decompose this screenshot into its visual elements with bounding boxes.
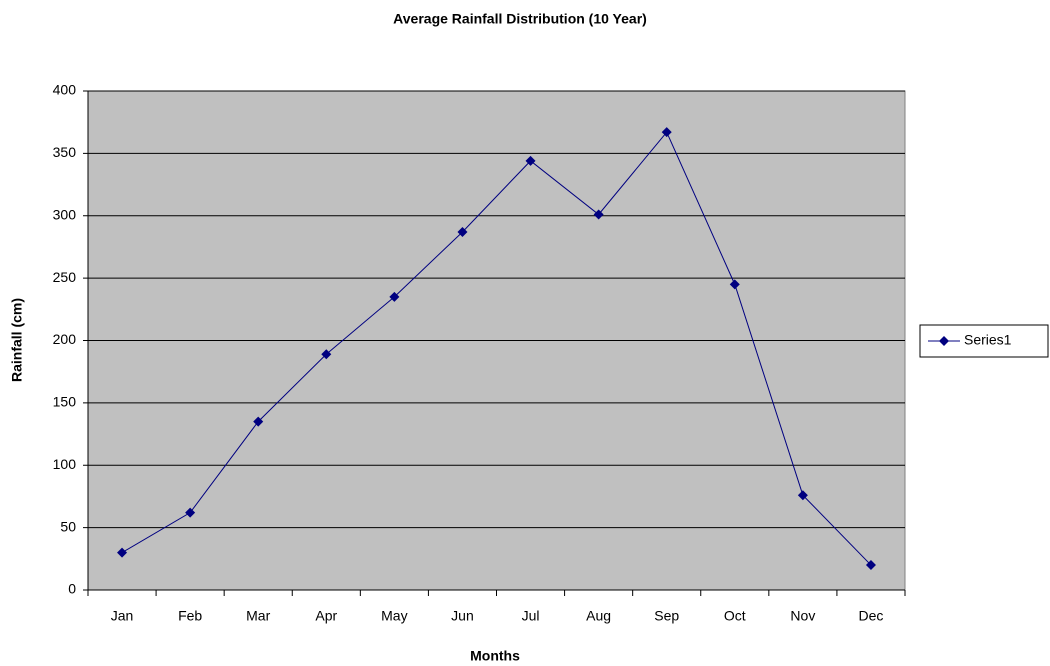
x-tick-label: Jun xyxy=(451,608,474,624)
x-tick-label: Aug xyxy=(586,608,611,624)
y-tick-label: 100 xyxy=(53,456,77,472)
legend-marker xyxy=(939,336,949,346)
y-tick-label: 250 xyxy=(53,269,77,285)
data-point xyxy=(797,490,808,501)
data-point xyxy=(593,209,604,220)
data-point xyxy=(525,155,536,166)
x-tick-label: Apr xyxy=(315,608,337,624)
y-tick-label: 150 xyxy=(53,394,77,410)
x-tick-label: Jul xyxy=(522,608,540,624)
y-axis-label: Rainfall (cm) xyxy=(9,298,25,382)
y-tick-label: 350 xyxy=(53,144,77,160)
x-tick-label: Dec xyxy=(859,608,884,624)
x-tick-label: May xyxy=(381,608,407,624)
x-tick-label: Jan xyxy=(111,608,134,624)
x-tick-label: Oct xyxy=(724,608,746,624)
y-tick-label: 400 xyxy=(53,82,77,98)
y-tick-label: 300 xyxy=(53,206,77,222)
y-tick-label: 200 xyxy=(53,331,77,347)
x-tick-label: Feb xyxy=(178,608,202,624)
x-tick-label: Mar xyxy=(246,608,270,624)
series-line xyxy=(121,131,872,566)
data-point xyxy=(661,127,672,138)
data-point xyxy=(321,349,332,360)
y-tick-label: 50 xyxy=(60,518,76,534)
data-point xyxy=(117,547,128,558)
data-point xyxy=(253,416,264,427)
legend-label: Series1 xyxy=(964,332,1012,348)
data-point xyxy=(389,291,400,302)
data-point xyxy=(185,507,196,518)
y-tick-label: 0 xyxy=(68,581,76,597)
x-tick-label: Nov xyxy=(790,608,815,624)
data-point xyxy=(457,226,468,237)
data-point xyxy=(729,279,740,290)
chart-title: Average Rainfall Distribution (10 Year) xyxy=(393,11,647,27)
x-axis-label: Months xyxy=(470,648,520,664)
x-tick-label: Sep xyxy=(654,608,679,624)
data-point xyxy=(865,560,876,571)
